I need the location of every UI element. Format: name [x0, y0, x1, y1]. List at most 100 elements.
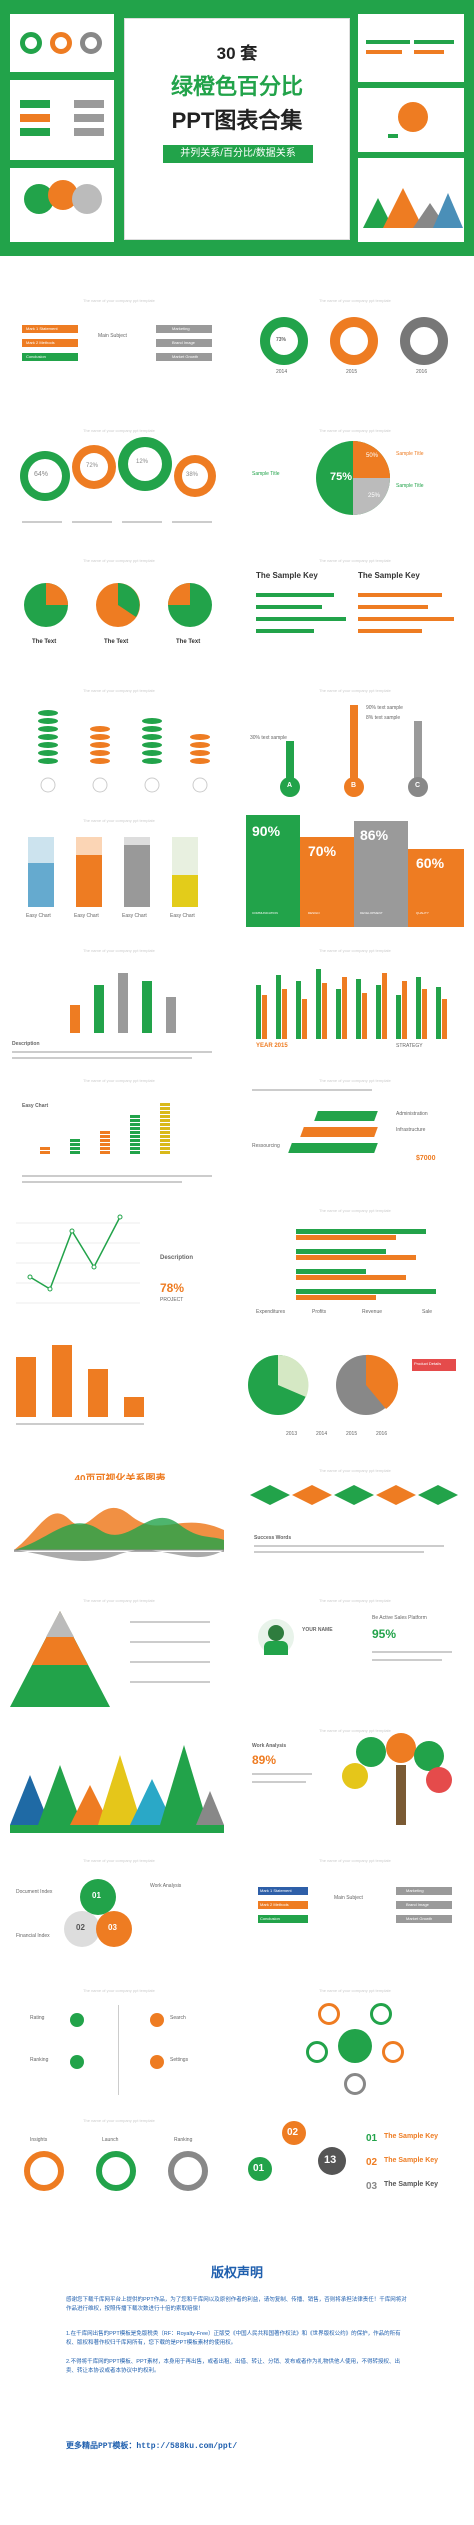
s14-sub: PROJECT — [160, 1297, 184, 1303]
s26-left-1: Mark 1 Statement — [260, 1888, 292, 1893]
s30-key-2: The Sample Key — [384, 2157, 439, 2164]
slide-26: The name of your company ppt template Ma… — [246, 1855, 464, 1987]
copyright-title: 版权声明 — [210, 2265, 263, 2280]
s5-label-1: The Text — [32, 639, 57, 645]
s30-big-num-1: 02 — [287, 2127, 299, 2138]
s20-title: Success Words — [254, 1535, 292, 1541]
slide-header: The name of your company ppt template — [83, 1078, 155, 1083]
s27-label-2: Search — [170, 2015, 186, 2021]
s13-item-1: Administration — [396, 1111, 428, 1117]
s8-label-4: Easy Chart — [170, 913, 195, 919]
s26-center: Main Subject — [334, 1895, 363, 1901]
cover-banner: 30 套 绿橙色百分比 PPT图表合集 并列关系/百分比/数据关系 — [0, 0, 474, 256]
slide-29: The name of your company ppt template In… — [10, 2115, 228, 2247]
s27-label-3: Ranking — [30, 2057, 49, 2063]
s3-value-1: 64% — [34, 471, 49, 478]
cover-thumb-2 — [10, 80, 114, 160]
slide-header: The name of your company ppt template — [319, 428, 391, 433]
s8-label-3: Easy Chart — [122, 913, 147, 919]
slide-10: The name of your company ppt template De… — [10, 945, 228, 1077]
slide-header: The name of your company ppt template — [83, 558, 155, 563]
s7-pct-1: 30% text sample — [250, 735, 287, 741]
s30-num-3: 03 — [366, 2181, 378, 2192]
s29-label-1: Insights — [30, 2137, 48, 2143]
more-templates-link[interactable]: 更多精品PPT模板：http://588ku.com/ppt/ — [66, 2442, 238, 2451]
s7-letter-b: B — [351, 782, 357, 789]
s12-title: Easy Chart — [22, 1103, 49, 1109]
s25-num-1: 01 — [92, 1891, 101, 1900]
slide-8: The name of your company ppt template A … — [246, 685, 464, 817]
s27-label-4: Settings — [170, 2057, 189, 2063]
s30-key-3: The Sample Key — [384, 2181, 439, 2188]
s4-pct-1: 50% — [366, 453, 379, 459]
slide-17: Product Details 2013 2014 2015 2016 — [246, 1335, 464, 1467]
s30-num-2: 02 — [366, 2157, 378, 2168]
s26-left-2: Mark 2 Methods — [260, 1902, 289, 1907]
s7-pct-3: 90% text sample — [366, 705, 403, 711]
s27-label-1: Rating — [30, 2015, 45, 2021]
section-title: 40页可视化关系图表 — [60, 1470, 180, 1485]
s9-value-1: 90% — [252, 823, 281, 839]
s1-left-3: Conclusion — [26, 354, 46, 359]
s10-description: Description — [12, 1041, 40, 1047]
cover-tag: 并列关系/百分比/数据关系 — [163, 145, 313, 163]
s1-right-3: Market Growth — [172, 354, 199, 359]
slide-1: The name of your company ppt template Ma… — [10, 295, 228, 427]
s13-amount: $7000 — [416, 1155, 436, 1162]
s3-value-2: 72% — [86, 463, 99, 469]
slide-header: The name of your company ppt template — [83, 298, 155, 303]
slide-header: The name of your company ppt template — [319, 1728, 391, 1733]
slide-12: The name of your company ppt template Ea… — [10, 1075, 228, 1207]
s14-pct: 78% — [160, 1281, 185, 1295]
cover-thumb-6 — [358, 158, 464, 242]
copyright-p2: 1.在千库网出售的PPT模板是免版税类（RF：Royalty-Free）正版受《… — [66, 2331, 401, 2346]
slide-header: The name of your company ppt template — [319, 1468, 391, 1473]
slide-7: The name of your company ppt template — [10, 685, 228, 817]
cover-card: 30 套 绿橙色百分比 PPT图表合集 并列关系/百分比/数据关系 — [124, 18, 350, 240]
s1-center-title: Main Subject — [98, 333, 127, 339]
s22-name: YOUR NAME — [302, 1627, 333, 1633]
slide-24: The name of your company ppt template Wo… — [246, 1725, 464, 1857]
s17-tag: Product Details — [414, 1361, 442, 1366]
s15-cat-2: Profits — [312, 1309, 327, 1315]
s4-title-1: Sample Title — [396, 451, 424, 457]
slide-9b: 90% COMMUNICATION 70% DESIGN 86% DEVELOP… — [246, 815, 464, 947]
s14-title: Description — [160, 1255, 194, 1261]
s9-value-2: 70% — [308, 843, 337, 859]
s7-pct-2: 8% text sample — [366, 715, 401, 721]
s1-left-1: Mark 1 Statement — [26, 326, 58, 331]
s4-center-pct: 75% — [330, 471, 353, 483]
s1-left-2: Mark 2 Methods — [26, 340, 55, 345]
slide-header: The name of your company ppt template — [83, 948, 155, 953]
slide-header: The name of your company ppt template — [319, 1208, 391, 1213]
s30-big-num-2: 13 — [324, 2154, 337, 2166]
s4-title-3: Sample Title — [252, 471, 280, 477]
s30-num-1: 01 — [366, 2133, 378, 2144]
slide-header: The name of your company ppt template — [83, 428, 155, 433]
slide-20: The name of your company ppt template Su… — [246, 1465, 464, 1597]
s6-title-1: The Sample Key — [256, 571, 318, 580]
s2-year-3: 2016 — [416, 369, 428, 375]
s13-item-3: Ressourcing — [252, 1143, 280, 1149]
s4-pct-2: 25% — [368, 493, 381, 499]
s22-title: Be Active Sales Platform — [372, 1615, 427, 1621]
s11-year-label: YEAR 2015 — [256, 1043, 288, 1049]
s3-value-3: 12% — [136, 459, 149, 465]
s4-title-2: Sample Title — [396, 483, 424, 489]
slide-15: The name of your company ppt template Ex… — [246, 1205, 464, 1337]
s29-label-3: Ranking — [174, 2137, 193, 2143]
slide-16 — [10, 1335, 228, 1467]
s7-letter-c: C — [415, 782, 421, 789]
s25-label-2: Work Analysis — [150, 1883, 182, 1889]
s9-label-2: DESIGN — [308, 911, 320, 915]
slide-header: The name of your company ppt template — [319, 1598, 391, 1603]
s9-value-3: 86% — [360, 827, 389, 843]
s8-label-2: Easy Chart — [74, 913, 99, 919]
slide-header: The name of your company ppt template — [83, 1988, 155, 1993]
slide-21: The name of your company ppt template — [10, 1595, 228, 1727]
s22-pct: 95% — [372, 1627, 397, 1641]
s17-legend-4: 2016 — [376, 1431, 388, 1437]
s15-cat-3: Revenue — [362, 1309, 383, 1315]
s3-value-4: 38% — [186, 472, 199, 478]
slide-13: The name of your company ppt template Ad… — [246, 1075, 464, 1207]
